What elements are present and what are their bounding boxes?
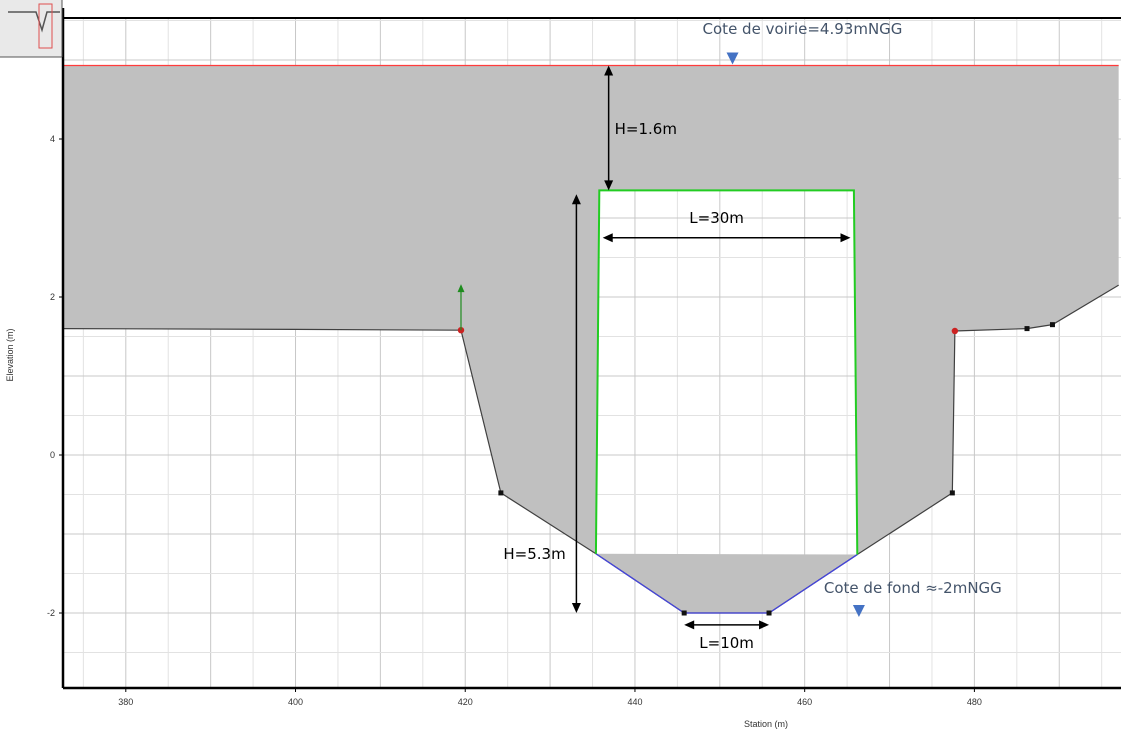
y-tick-label: 0 [50, 450, 55, 460]
road-level-label: Cote de voirie=4.93mNGG [703, 20, 903, 38]
bed-width-arrow-head-right [759, 620, 770, 630]
cover-height-arrow-head-bottom [604, 180, 614, 191]
x-tick-label: 460 [797, 697, 812, 707]
bank-right-marker [951, 327, 959, 335]
axes [61, 8, 1121, 690]
y-tick-label: 2 [50, 292, 55, 302]
culvert-width-arrow-head-right [840, 233, 851, 243]
y-tick-label: -2 [47, 608, 55, 618]
culvert-height-label: H=5.3m [503, 545, 565, 563]
thumbnail-icon[interactable] [0, 0, 63, 58]
vertex-marker [766, 610, 772, 616]
x-tick-label: 400 [288, 697, 303, 707]
y-axis-title: Elevation (m) [5, 328, 15, 381]
annotations: Cote de voirie=4.93mNGG H=1.6m L=30m H=5.3m… [503, 20, 1001, 652]
vertex-marker [949, 490, 955, 496]
x-tick-label: 440 [627, 697, 642, 707]
bank-vector-arrowhead [457, 284, 465, 293]
culvert-outline [594, 189, 859, 555]
road-level-triangle [726, 52, 739, 65]
x-tick-label: 480 [967, 697, 982, 707]
cover-height-arrow-head-top [604, 65, 614, 76]
channel-bed-line [595, 553, 858, 614]
bed-width-label: L=10m [699, 634, 754, 652]
y-tick-label: 4 [50, 134, 55, 144]
vertex-marker [1024, 326, 1030, 332]
vertex-marker [1049, 322, 1055, 328]
culvert-width-label: L=30m [689, 209, 744, 227]
x-tick-label: 420 [458, 697, 473, 707]
culvert-height-arrow-head-bottom [571, 603, 581, 613]
vertex-marker [498, 490, 504, 496]
x-tick-label: 380 [118, 697, 133, 707]
bed-level-label: Cote de fond ≈-2mNGG [824, 579, 1002, 597]
cover-height-label: H=1.6m [615, 120, 677, 138]
bed-level-triangle [852, 605, 865, 617]
culvert-width-arrow-head-left [602, 233, 613, 243]
vertex-marker [681, 610, 687, 616]
x-axis-title: Station (m) [744, 719, 788, 729]
section-markers [457, 284, 1055, 616]
bed-width-arrow-head-left [684, 620, 695, 630]
culvert-height-arrow-head-top [571, 194, 581, 205]
